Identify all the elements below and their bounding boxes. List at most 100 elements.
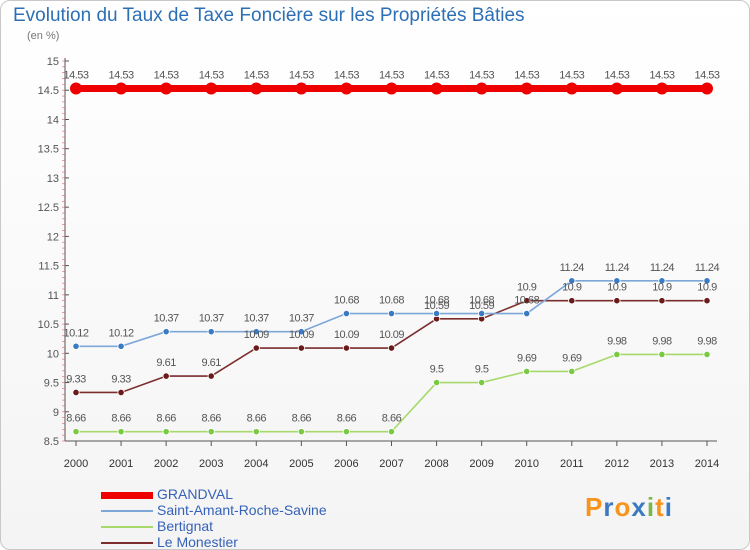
data-label: 9.98 [697, 335, 717, 347]
x-tick-label: 2003 [199, 458, 223, 470]
data-label: 10.59 [424, 300, 449, 312]
data-label: 11.24 [695, 262, 720, 274]
data-label: 9.98 [652, 335, 672, 347]
series-point [117, 342, 125, 350]
data-label: 9.69 [517, 352, 537, 364]
x-tick-label: 2002 [154, 458, 178, 470]
series-point [523, 367, 531, 376]
data-label: 8.66 [202, 413, 222, 425]
data-label: 10.68 [469, 295, 494, 307]
y-tick-label: 8.5 [44, 436, 59, 448]
series-point [117, 388, 125, 397]
x-tick-label: 2012 [605, 458, 629, 470]
data-label: 14.53 [289, 69, 314, 81]
y-tick-label: 11 [48, 290, 59, 302]
x-tick-label: 2000 [64, 458, 88, 470]
x-tick-label: 2007 [379, 458, 403, 470]
logo-letter: i [646, 492, 656, 522]
data-label: 11.24 [650, 262, 675, 274]
series-point [475, 82, 488, 95]
data-label: 10.12 [63, 327, 88, 339]
series-point [387, 344, 396, 352]
proxiti-logo: Proxiti [585, 492, 673, 523]
series-point [520, 82, 533, 95]
data-label: 11.24 [605, 262, 630, 274]
series-point [160, 82, 173, 95]
logo-letter: P [585, 492, 604, 522]
data-label: 10.37 [244, 313, 269, 325]
series-point [385, 82, 398, 95]
legend-swatch [101, 526, 153, 528]
logo-letter: x [631, 492, 647, 522]
y-tick-label: 13.5 [38, 144, 59, 156]
data-label: 9.33 [111, 373, 131, 385]
data-label: 8.66 [111, 413, 131, 425]
series-point [568, 277, 576, 285]
data-label: 10.9 [697, 282, 717, 294]
series-point [162, 372, 170, 380]
legend-swatch [101, 510, 153, 512]
series-point [703, 350, 711, 359]
series-point [162, 328, 170, 336]
data-label: 10.09 [334, 329, 359, 341]
data-label: 8.66 [382, 413, 402, 425]
series-point [72, 388, 80, 397]
series-point [72, 342, 80, 350]
series-point [70, 82, 82, 95]
data-label: 10.9 [517, 282, 537, 294]
series-point [478, 309, 486, 318]
data-label: 14.53 [649, 69, 674, 81]
series-point [340, 82, 353, 95]
data-label: 14.53 [514, 69, 539, 81]
series-point [701, 82, 713, 95]
series-point [523, 309, 531, 318]
x-tick-label: 2004 [244, 458, 268, 470]
data-label: 9.33 [66, 373, 86, 385]
data-label: 9.61 [202, 357, 222, 369]
data-label: 14.53 [244, 69, 269, 81]
logo-letter: o [614, 492, 632, 522]
data-label: 10.68 [514, 295, 539, 307]
series-point [432, 309, 441, 318]
series-point [568, 297, 576, 305]
series-point [207, 428, 215, 436]
legend-swatch [101, 542, 153, 544]
series-point [297, 428, 305, 436]
legend-label: Saint-Amant-Roche-Savine [157, 502, 327, 518]
data-label: 14.53 [604, 69, 629, 81]
x-tick-label: 2009 [469, 458, 493, 470]
y-tick-label: 12 [47, 231, 59, 243]
data-label: 10.9 [652, 282, 672, 294]
series-point [658, 277, 666, 285]
x-tick-label: 2010 [514, 458, 538, 470]
legend-swatch [101, 491, 153, 499]
series-point [252, 328, 260, 336]
y-tick-label: 10.5 [38, 319, 59, 331]
x-tick-label: 2005 [289, 458, 313, 470]
series-point [703, 277, 711, 285]
y-tick-label: 15 [47, 56, 59, 68]
series-point [478, 378, 486, 387]
data-label: 14.53 [469, 69, 494, 81]
series-point [342, 344, 351, 352]
series-point [565, 82, 578, 95]
data-label: 10.37 [199, 313, 224, 325]
series-point [72, 428, 80, 436]
series-point [703, 297, 711, 305]
series-point [207, 372, 215, 380]
data-label: 14.53 [559, 69, 584, 81]
logo-letter: r [603, 492, 615, 522]
data-label: 10.9 [607, 282, 627, 294]
series-point [252, 428, 260, 436]
y-tick-label: 14 [47, 114, 59, 126]
x-tick-label: 2006 [334, 458, 358, 470]
y-tick-label: 13 [47, 173, 59, 185]
data-label: 10.9 [562, 282, 582, 294]
series-point [297, 328, 305, 336]
series-point [613, 350, 621, 359]
data-label: 10.68 [334, 295, 359, 307]
unit-label: (en %) [27, 30, 60, 42]
legend-label: GRANDVAL [157, 486, 233, 502]
series-point [613, 297, 621, 305]
series-point [568, 367, 576, 376]
